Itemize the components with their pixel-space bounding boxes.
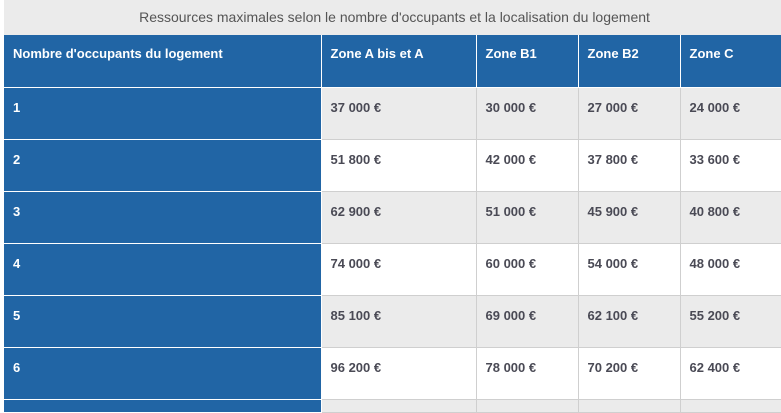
header-zone-b2: Zone B2 — [578, 35, 681, 88]
cell-empty — [320, 398, 477, 413]
table-row: 2 51 800 €42 000 €37 800 €33 600 € — [4, 138, 781, 192]
table-row: 1 37 000 €30 000 €27 000 €24 000 € — [4, 86, 781, 140]
table-row: 4 74 000 €60 000 €54 000 €48 000 € — [4, 242, 781, 296]
cell-zone-c: 62 400 € — [679, 346, 781, 400]
cell-zone-a: 74 000 € — [320, 242, 477, 296]
cell-zone-b2: 62 100 € — [577, 294, 681, 348]
cell-zone-b1: 42 000 € — [475, 138, 579, 192]
cell-zone-a: 96 200 € — [320, 346, 477, 400]
cell-zone-b1: 51 000 € — [475, 190, 579, 244]
cell-occupants: 5 — [4, 295, 322, 348]
cell-zone-b1: 30 000 € — [475, 86, 579, 140]
cell-empty — [577, 398, 681, 413]
cell-occupants: 6 — [4, 347, 322, 400]
table-caption: Ressources maximales selon le nombre d'o… — [4, 0, 781, 35]
cell-zone-b1: 60 000 € — [475, 242, 579, 296]
header-zone-b1: Zone B1 — [476, 35, 579, 88]
cell-occupants: 4 — [4, 243, 322, 296]
header-occupants: Nombre d'occupants du logement — [4, 35, 322, 88]
cell-empty — [475, 398, 579, 413]
income-table-container: Ressources maximales selon le nombre d'o… — [4, 0, 781, 413]
cell-zone-b2: 70 200 € — [577, 346, 681, 400]
header-row: Nombre d'occupants du logement Zone A bi… — [4, 35, 781, 88]
cell-occupants: 2 — [4, 139, 322, 192]
cell-zone-a: 51 800 € — [320, 138, 477, 192]
cell-zone-c: 48 000 € — [679, 242, 781, 296]
cell-zone-a: 85 100 € — [320, 294, 477, 348]
cell-occupants: 1 — [4, 87, 322, 140]
income-limits-table: Nombre d'occupants du logement Zone A bi… — [4, 35, 781, 413]
cell-zone-c: 40 800 € — [679, 190, 781, 244]
cell-zone-c: 24 000 € — [679, 86, 781, 140]
cell-zone-b2: 27 000 € — [577, 86, 681, 140]
cell-empty — [679, 398, 781, 413]
cell-occupants: 3 — [4, 191, 322, 244]
cell-zone-b2: 37 800 € — [577, 138, 681, 192]
table-row-partial — [4, 398, 781, 413]
cell-zone-b2: 45 900 € — [577, 190, 681, 244]
table-row: 6 96 200 €78 000 €70 200 €62 400 € — [4, 346, 781, 400]
cell-zone-b1: 69 000 € — [475, 294, 579, 348]
cell-zone-c: 55 200 € — [679, 294, 781, 348]
cell-empty — [4, 399, 322, 413]
cell-zone-b1: 78 000 € — [475, 346, 579, 400]
table-row: 5 85 100 €69 000 €62 100 €55 200 € — [4, 294, 781, 348]
cell-zone-a: 37 000 € — [320, 86, 477, 140]
cell-zone-a: 62 900 € — [320, 190, 477, 244]
header-zone-a: Zone A bis et A — [321, 35, 477, 88]
table-row: 3 62 900 €51 000 €45 900 €40 800 € — [4, 190, 781, 244]
cell-zone-c: 33 600 € — [679, 138, 781, 192]
cell-zone-b2: 54 000 € — [577, 242, 681, 296]
header-zone-c: Zone C — [680, 35, 781, 88]
